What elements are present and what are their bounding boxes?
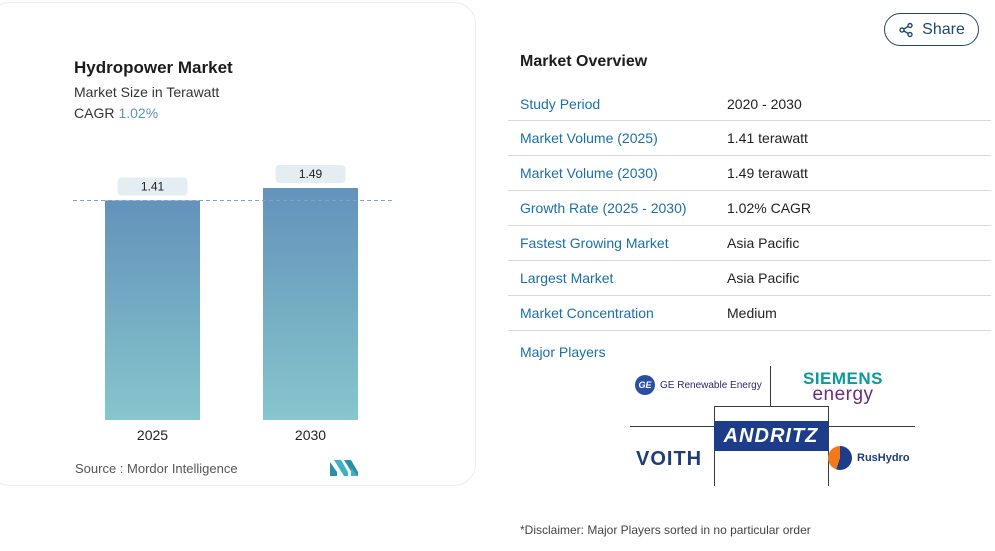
value-label: 1.49 <box>299 167 323 181</box>
siemens-logo-line2: energy <box>812 384 874 405</box>
major-players-logos: GE GE Renewable Energy SIEMENS energy AN… <box>630 364 915 486</box>
overview-row-volume-2025: Market Volume (2025) 1.41 terawatt <box>508 121 991 156</box>
mordor-intelligence-logo <box>330 460 358 476</box>
overview-value: Asia Pacific <box>727 270 800 286</box>
share-icon <box>899 22 913 37</box>
overview-key[interactable]: Growth Rate (2025 - 2030) <box>520 200 687 216</box>
rushydro-logo[interactable]: RusHydro <box>828 446 910 470</box>
value-label-bg <box>275 165 346 183</box>
value-label: 1.41 <box>141 179 165 193</box>
rushydro-logo-text: RusHydro <box>857 452 910 464</box>
ge-icon: GE <box>635 375 655 395</box>
bar-2030 <box>263 188 358 420</box>
overview-value: Asia Pacific <box>727 235 800 251</box>
bar-chart: 1.41 2025 1.49 2030 <box>73 165 395 443</box>
chart-title: Hydropower Market <box>74 58 233 77</box>
overview-key[interactable]: Market Volume (2025) <box>520 130 658 146</box>
andritz-logo[interactable]: ANDRITZ <box>714 421 828 451</box>
voith-logo[interactable]: VOITH <box>636 448 703 470</box>
category-label: 2025 <box>137 427 168 443</box>
logo-divider <box>828 406 829 486</box>
source-text: Source : Mordor Intelligence <box>75 461 238 476</box>
overview-value: Medium <box>727 305 777 321</box>
overview-value: 1.02% CAGR <box>727 200 812 216</box>
category-label: 2030 <box>295 427 326 443</box>
overview-value: 1.41 terawatt <box>727 130 808 146</box>
overview-table: Study Period 2020 - 2030 Market Volume (… <box>508 87 991 331</box>
ge-renewable-energy-logo[interactable]: GE GE Renewable Energy <box>635 375 762 395</box>
cagr-line: CAGR 1.02% <box>74 105 158 121</box>
overview-row-fastest-growing: Fastest Growing Market Asia Pacific <box>508 226 991 261</box>
disclaimer-text: *Disclaimer: Major Players sorted in no … <box>520 523 811 537</box>
cagr-label: CAGR <box>74 105 115 121</box>
cagr-value: 1.02% <box>118 105 159 121</box>
overview-row-growth-rate: Growth Rate (2025 - 2030) 1.02% CAGR <box>508 191 991 226</box>
logo-divider <box>770 366 771 406</box>
value-label-bg <box>117 177 188 196</box>
ge-logo-text: GE Renewable Energy <box>660 379 762 391</box>
major-players-title[interactable]: Major Players <box>520 344 606 360</box>
siemens-energy-logo[interactable]: SIEMENS energy <box>788 369 898 405</box>
share-button[interactable]: Share <box>884 13 979 46</box>
overview-key[interactable]: Study Period <box>520 95 601 112</box>
bar-2025 <box>105 200 200 420</box>
overview-key[interactable]: Fastest Growing Market <box>520 235 669 251</box>
siemens-logo-line1: SIEMENS <box>802 369 884 388</box>
overview-value: 1.49 terawatt <box>727 165 808 181</box>
overview-row-study-period: Study Period 2020 - 2030 <box>508 87 991 121</box>
rushydro-icon <box>828 446 852 470</box>
overview-key[interactable]: Market Concentration <box>520 305 654 321</box>
chart-card <box>0 2 476 486</box>
overview-row-largest-market: Largest Market Asia Pacific <box>508 261 991 296</box>
overview-row-concentration: Market Concentration Medium <box>508 296 991 331</box>
overview-key[interactable]: Market Volume (2030) <box>520 165 658 181</box>
overview-title: Market Overview <box>520 53 648 70</box>
chart-subtitle: Market Size in Terawatt <box>74 84 220 100</box>
overview-key[interactable]: Largest Market <box>520 270 614 286</box>
logo-divider <box>714 406 828 407</box>
overview-value: 2020 - 2030 <box>727 95 802 112</box>
share-label: Share <box>922 20 965 38</box>
overview-row-volume-2030: Market Volume (2030) 1.49 terawatt <box>508 156 991 191</box>
